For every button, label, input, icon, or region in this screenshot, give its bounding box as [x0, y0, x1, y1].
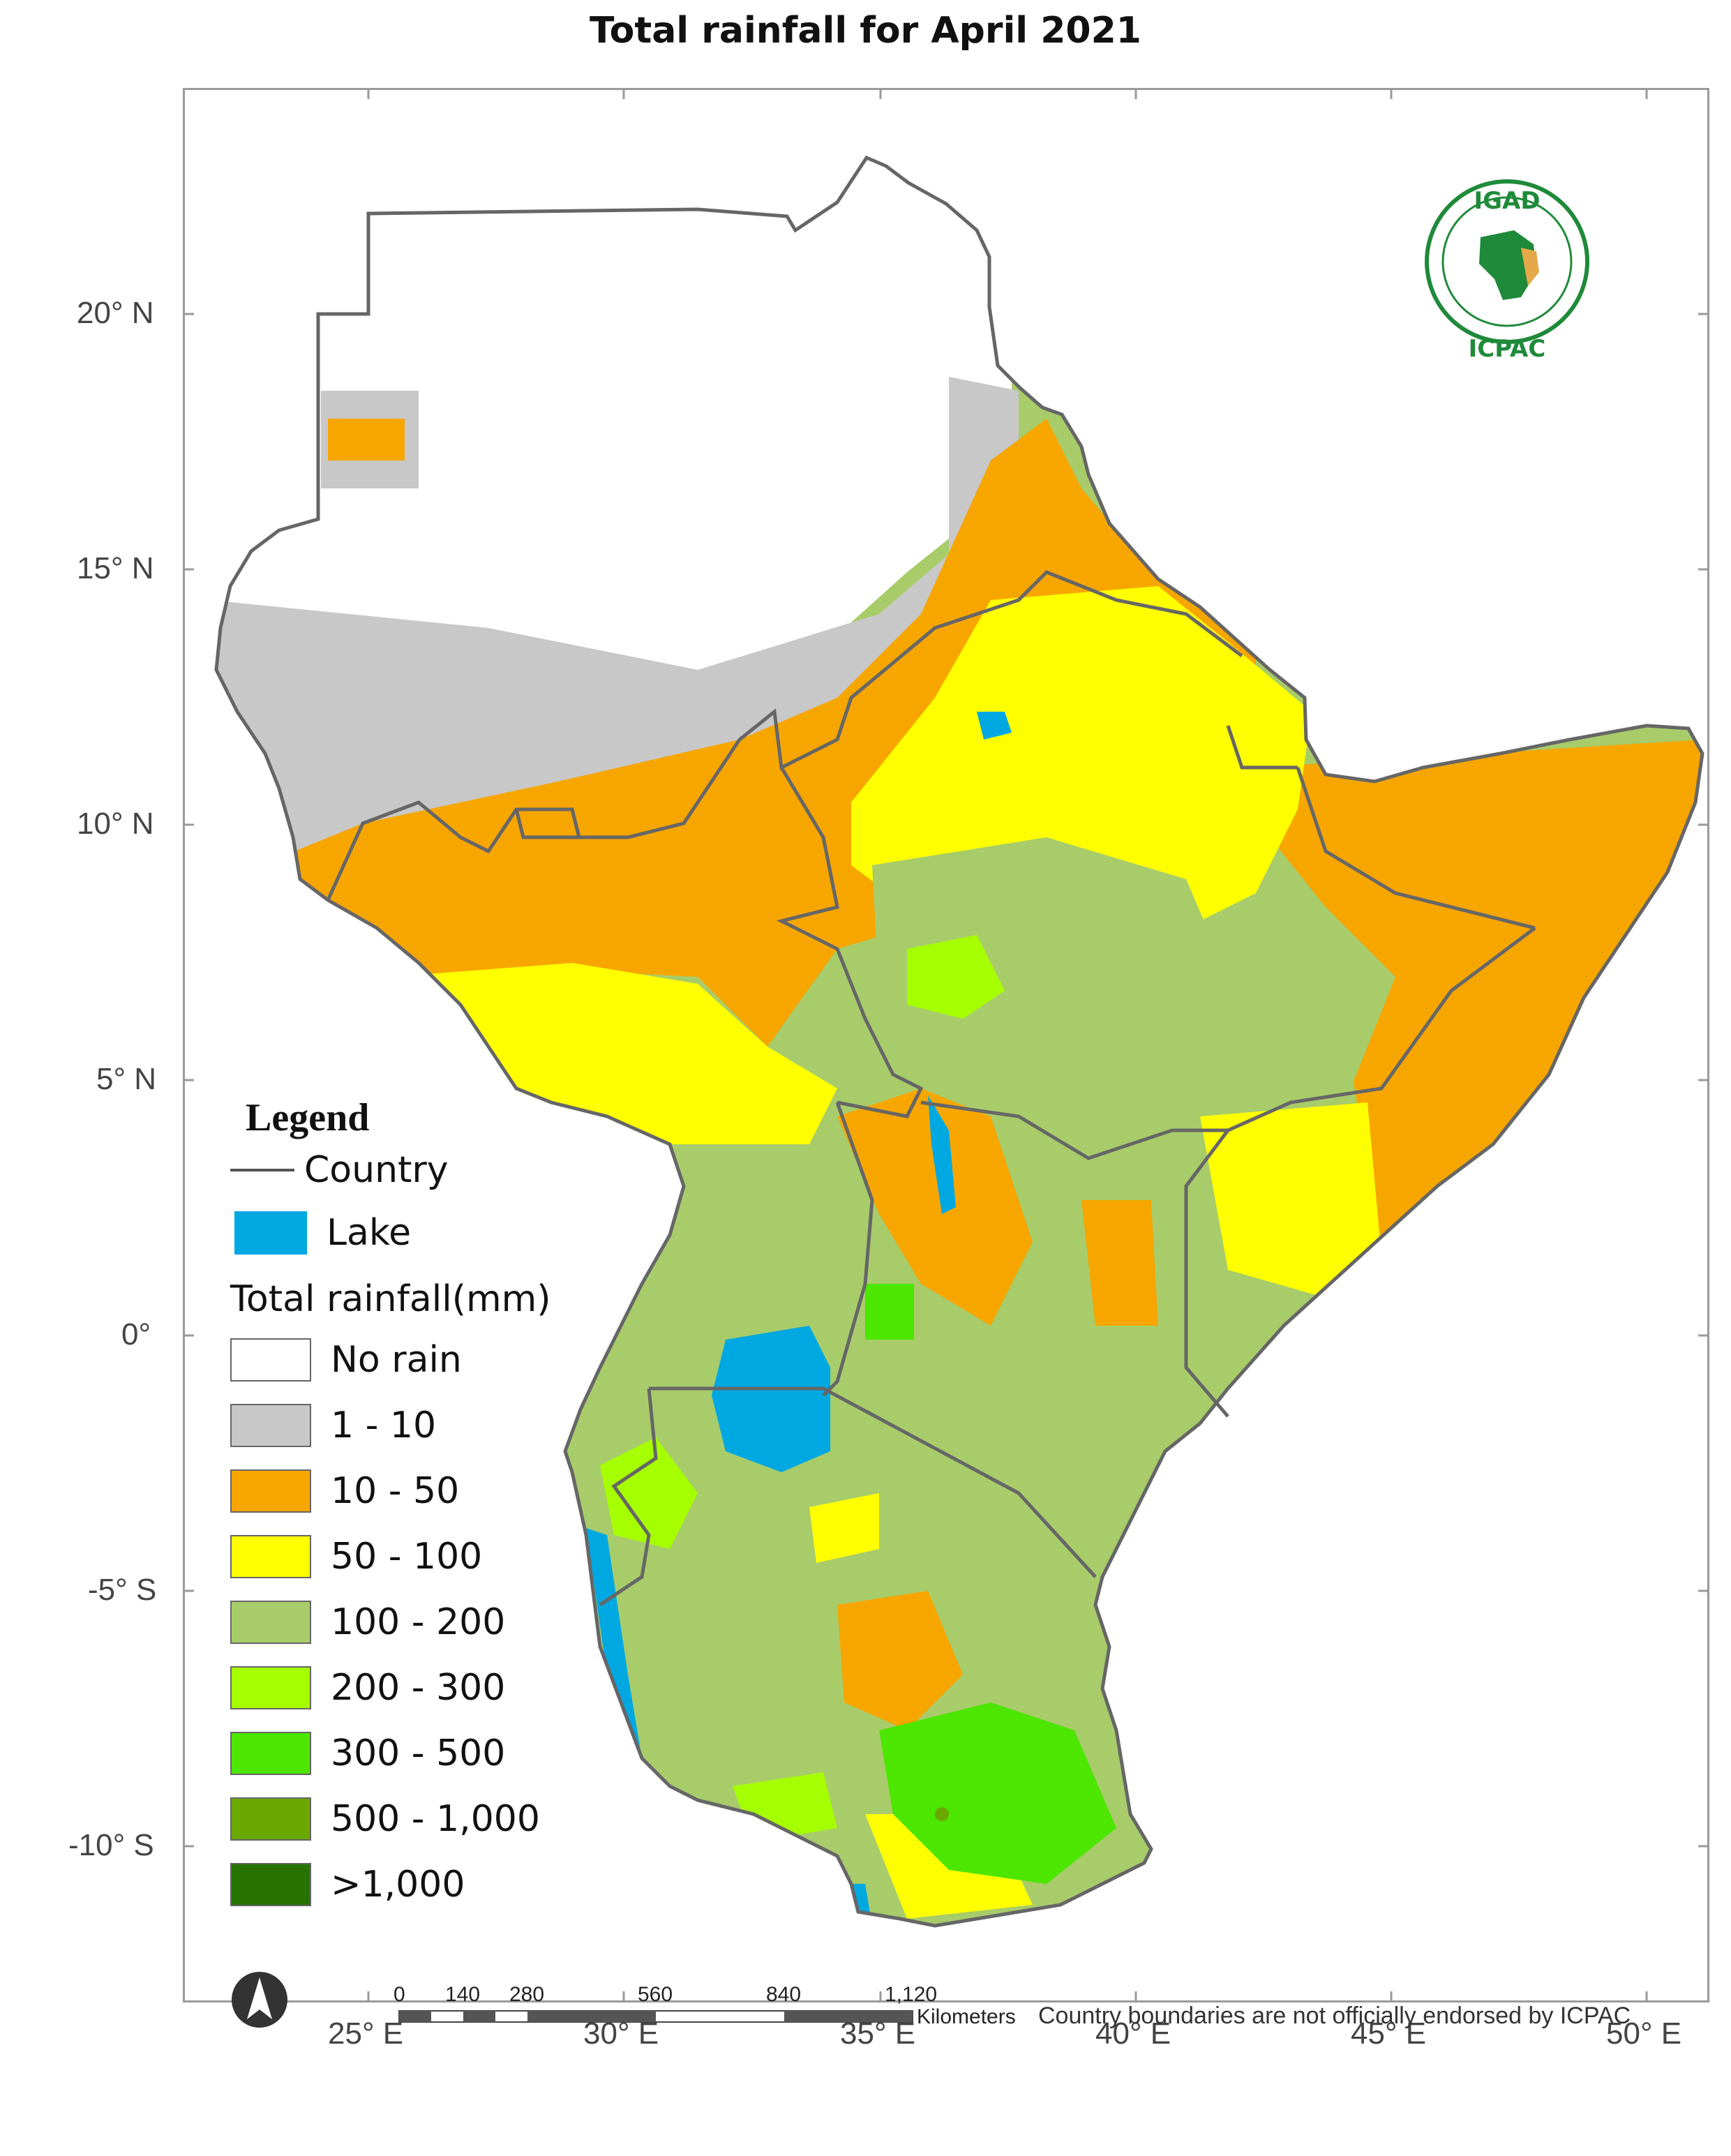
- legend-class-row: 500 - 1,000: [230, 1786, 621, 1852]
- logo-emblem: [1425, 179, 1589, 344]
- legend-class-label: No rain: [331, 1339, 462, 1381]
- scale-unit: Kilometers: [917, 2005, 1016, 2028]
- legend-class-label: 200 - 300: [331, 1667, 506, 1709]
- country-line-swatch: [230, 1169, 294, 1171]
- scale-tick-560: 560: [638, 1983, 673, 2006]
- legend-class-label: 1 - 10: [331, 1405, 437, 1446]
- legend-country-label: Country: [304, 1149, 449, 1191]
- north-arrow-icon: [232, 1972, 287, 2028]
- legend-rainfall-title: Total rainfall(mm): [230, 1278, 551, 1320]
- logo-top-text: IGAD: [1474, 187, 1541, 215]
- lon-label-30: 30° E: [583, 2016, 659, 2051]
- lat-label-15n: 15° N: [77, 551, 154, 585]
- legend-class-row: No rain: [230, 1327, 621, 1393]
- legend-classes: No rain 1 - 10 10 - 50 50 - 100 100 - 200 200…: [230, 1327, 621, 1917]
- legend-class-row: 50 - 100: [230, 1524, 621, 1589]
- legend-class-swatch: [230, 1732, 311, 1775]
- legend: Legend Country Lake Total rainfall(mm) N…: [230, 1095, 621, 1917]
- lat-label-5n: 5° N: [96, 1062, 157, 1096]
- scale-tick-840: 840: [766, 1983, 802, 2006]
- legend-class-label: 10 - 50: [331, 1470, 460, 1512]
- legend-class-row: 300 - 500: [230, 1721, 621, 1786]
- legend-class-row: >1,000: [230, 1852, 621, 1917]
- disclaimer: Country boundaries are not officially en…: [1038, 2002, 1631, 2029]
- lat-label-0: 0°: [121, 1317, 151, 1352]
- legend-rainfall-title-row: Total rainfall(mm): [230, 1271, 621, 1327]
- lake-swatch: [234, 1211, 307, 1255]
- legend-class-label: 100 - 200: [331, 1601, 506, 1643]
- legend-title: Legend: [246, 1096, 370, 1139]
- legend-class-row: 1 - 10: [230, 1393, 621, 1458]
- scale-bar: [398, 2010, 913, 2023]
- map-title: Total rainfall for April 2021: [590, 10, 1141, 52]
- lon-label-25: 25° E: [328, 2016, 404, 2051]
- graticule-ticks: [183, 88, 1709, 2002]
- lon-label-40: 40° E: [1095, 2016, 1171, 2051]
- legend-class-row: 200 - 300: [230, 1655, 621, 1721]
- scale-tick-280: 280: [509, 1983, 545, 2006]
- legend-lake: Lake: [230, 1195, 621, 1271]
- lat-label-10n: 10° N: [77, 807, 154, 841]
- legend-class-row: 10 - 50: [230, 1458, 621, 1524]
- legend-class-swatch: [230, 1666, 311, 1709]
- lat-label-20n: 20° N: [77, 296, 154, 330]
- legend-class-label: >1,000: [331, 1864, 465, 1906]
- legend-class-label: 50 - 100: [331, 1536, 483, 1578]
- legend-class-swatch: [230, 1535, 311, 1578]
- legend-class-swatch: [230, 1469, 311, 1513]
- lon-label-50: 50° E: [1606, 2016, 1682, 2051]
- lat-label-5s: -5° S: [88, 1573, 157, 1607]
- legend-lake-label: Lake: [327, 1212, 412, 1254]
- legend-country: Country: [230, 1146, 621, 1195]
- legend-class-label: 300 - 500: [331, 1732, 506, 1774]
- legend-class-swatch: [230, 1863, 311, 1906]
- legend-class-swatch: [230, 1338, 311, 1382]
- legend-class-swatch: [230, 1601, 311, 1644]
- scale-tick-0: 0: [394, 1983, 405, 2006]
- legend-class-label: 500 - 1,000: [331, 1798, 540, 1840]
- lon-label-45: 45° E: [1351, 2016, 1427, 2051]
- lat-label-10s: -10° S: [68, 1828, 154, 1862]
- country-borders: [326, 570, 1536, 1607]
- scale-tick-1120: 1,120: [885, 1983, 938, 2006]
- legend-class-swatch: [230, 1404, 311, 1447]
- legend-class-swatch: [230, 1797, 311, 1841]
- legend-class-row: 100 - 200: [230, 1589, 621, 1655]
- scale-tick-140: 140: [445, 1983, 481, 2006]
- logo-bottom-text: ICPAC: [1468, 335, 1546, 363]
- lon-label-35: 35° E: [840, 2016, 916, 2051]
- igad-icpac-logo: IGAD ICPAC: [1416, 174, 1598, 377]
- region-outline: [214, 155, 1704, 1928]
